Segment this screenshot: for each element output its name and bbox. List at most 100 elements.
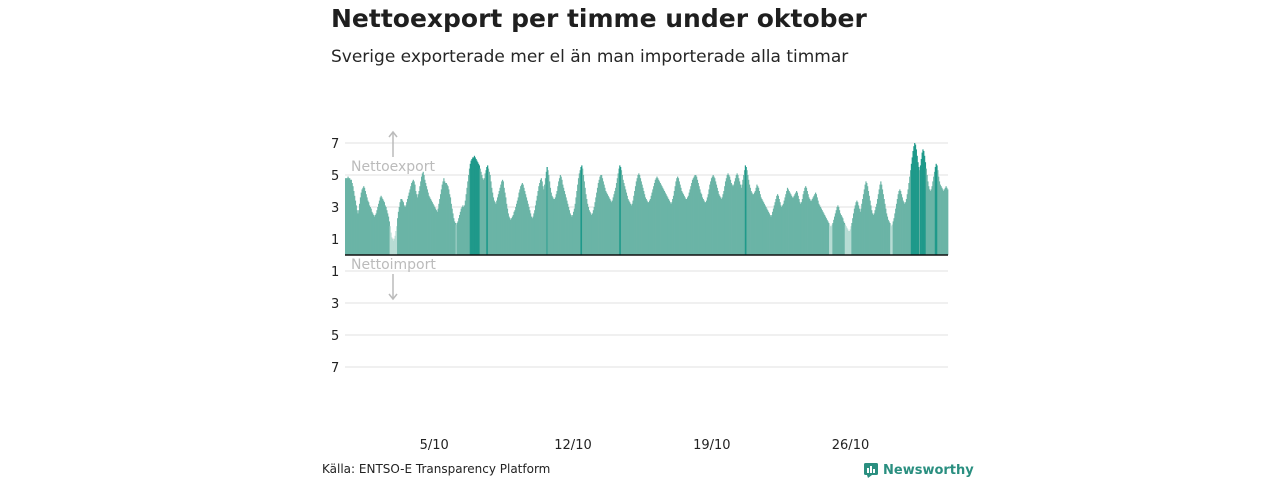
bar: [729, 176, 731, 255]
bar: [368, 205, 371, 255]
bar: [454, 223, 457, 255]
bar: [838, 210, 841, 255]
x-tick-label: 19/10: [693, 438, 730, 453]
bar: [530, 213, 532, 255]
bar: [617, 173, 619, 255]
bar: [394, 235, 396, 255]
bar: [577, 184, 579, 255]
bar: [427, 192, 429, 255]
bar: [484, 173, 486, 255]
bar: [829, 224, 831, 255]
bar: [354, 195, 356, 255]
bar: [768, 213, 770, 255]
bar: [353, 191, 355, 255]
bar: [440, 189, 442, 255]
bar: [658, 179, 660, 255]
bar: [837, 205, 839, 255]
bar: [349, 178, 351, 255]
bar: [885, 208, 887, 255]
bar: [359, 203, 361, 255]
bar: [734, 178, 737, 255]
bar: [452, 213, 454, 255]
bar: [507, 213, 509, 255]
bar: [450, 203, 452, 255]
bar: [915, 149, 917, 255]
bar: [869, 200, 871, 255]
bar: [762, 200, 764, 255]
bar: [625, 189, 627, 255]
bar: [616, 178, 618, 255]
bar: [682, 192, 684, 255]
bar: [645, 199, 647, 255]
bar: [720, 199, 723, 255]
brand-logo[interactable]: Newsworthy: [864, 461, 974, 479]
bar: [641, 184, 643, 255]
bar: [416, 194, 418, 255]
y-tick-label: 1: [331, 265, 339, 280]
bar: [939, 184, 941, 255]
bar: [918, 167, 920, 255]
bar: [390, 232, 392, 255]
bar: [871, 210, 873, 255]
bar: [677, 176, 679, 255]
bar: [625, 192, 628, 255]
bar: [468, 168, 471, 255]
bar: [891, 224, 894, 255]
bar: [685, 199, 687, 255]
bar: [354, 200, 357, 255]
bar: [648, 200, 651, 255]
bar: [553, 199, 556, 255]
bar: [807, 194, 809, 255]
bar: [762, 202, 765, 255]
bar: [819, 205, 821, 255]
bar: [345, 178, 348, 255]
bar: [615, 187, 617, 255]
bar: [345, 178, 347, 255]
bar: [749, 187, 751, 255]
bar: [717, 191, 719, 255]
bar: [445, 183, 447, 255]
bar: [760, 197, 762, 255]
bar: [551, 195, 553, 255]
bar: [679, 184, 681, 255]
bar: [849, 229, 851, 255]
bar: [620, 170, 623, 255]
bar: [592, 210, 594, 255]
bar: [567, 203, 569, 255]
bar: [613, 194, 615, 255]
bar: [596, 187, 599, 255]
bar: [900, 191, 902, 255]
annotation-export: Nettoexport: [351, 159, 435, 175]
bar: [496, 197, 499, 255]
bar: [666, 195, 668, 255]
bar: [708, 189, 710, 255]
bar: [572, 215, 574, 255]
bar: [667, 199, 670, 255]
bar: [632, 200, 634, 255]
bar: [559, 175, 561, 255]
bar: [502, 181, 504, 255]
bar: [591, 213, 594, 255]
bar: [798, 199, 800, 255]
bar: [662, 187, 664, 255]
bar: [857, 205, 860, 255]
bar: [534, 205, 537, 255]
bar: [488, 171, 490, 255]
bar: [626, 195, 628, 255]
bar: [781, 207, 783, 255]
bar: [668, 200, 670, 255]
arrow-down-head-icon: [388, 293, 398, 301]
bar: [549, 181, 551, 255]
bar: [493, 200, 495, 255]
bar: [697, 183, 699, 255]
bar: [420, 176, 423, 255]
bar: [454, 221, 456, 255]
bar: [772, 208, 775, 255]
bar: [597, 183, 599, 255]
bar: [852, 218, 854, 255]
bar: [731, 184, 733, 255]
bar: [357, 213, 359, 255]
bar: [564, 194, 566, 255]
bar: [920, 159, 922, 255]
bar: [477, 162, 479, 255]
